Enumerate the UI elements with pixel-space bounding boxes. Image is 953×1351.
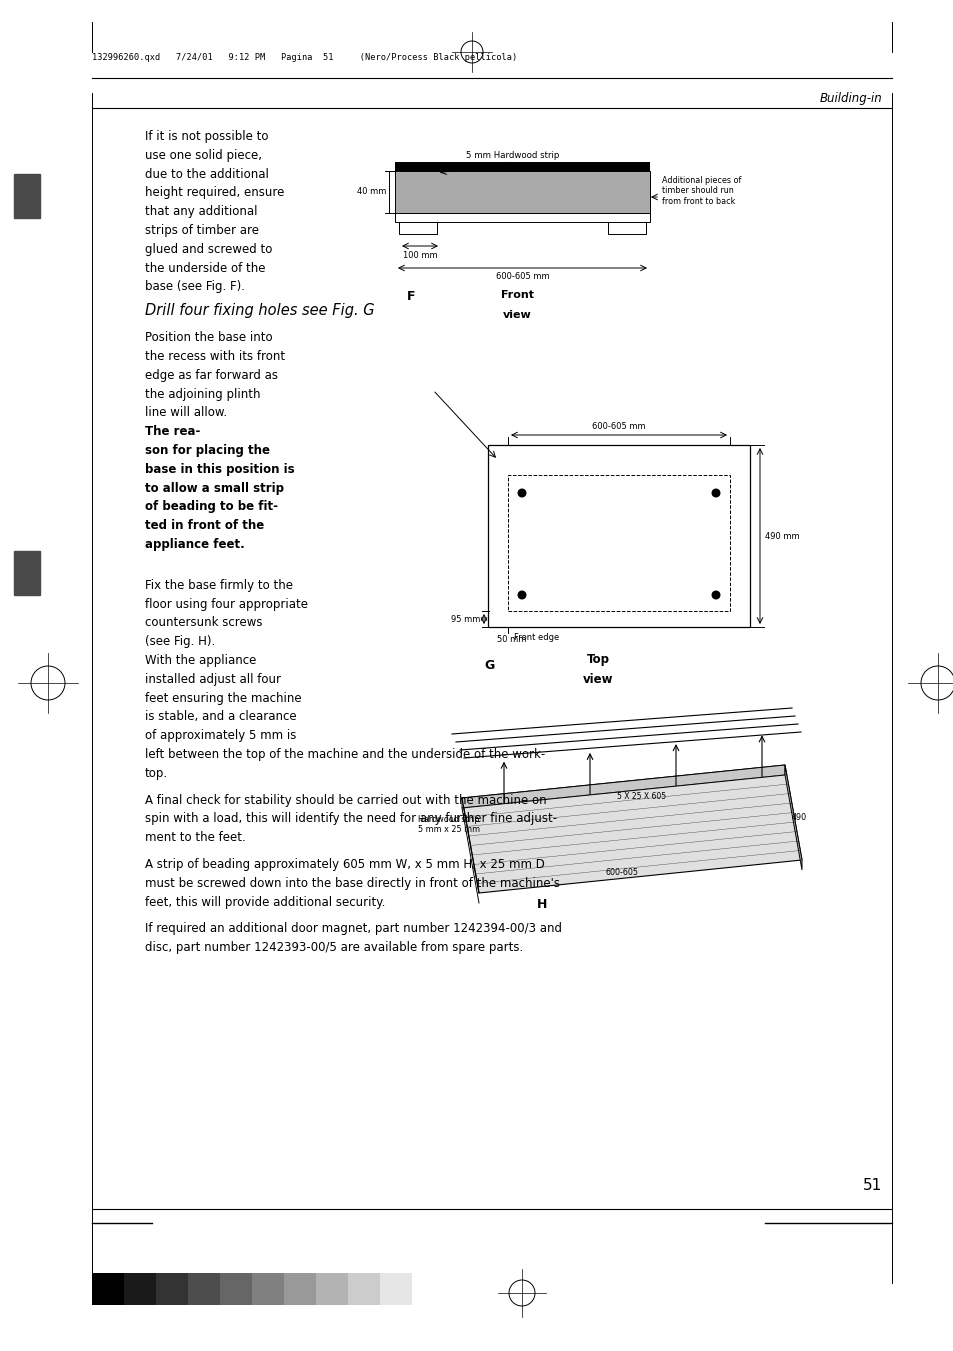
Text: spin with a load, this will identify the need for any further fine adjust-: spin with a load, this will identify the… xyxy=(145,812,557,825)
Text: 51: 51 xyxy=(862,1178,882,1193)
Text: If it is not possible to: If it is not possible to xyxy=(145,130,268,143)
Text: ment to the feet.: ment to the feet. xyxy=(145,831,246,844)
Text: use one solid piece,: use one solid piece, xyxy=(145,149,262,162)
Text: Fix the base firmly to the: Fix the base firmly to the xyxy=(145,578,293,592)
Bar xyxy=(188,1273,220,1305)
Text: strips of timber are: strips of timber are xyxy=(145,224,258,236)
Text: 490: 490 xyxy=(791,813,806,823)
Text: Position the base into: Position the base into xyxy=(145,331,273,345)
Text: base (see Fig. F).: base (see Fig. F). xyxy=(145,281,245,293)
Text: A strip of beading approximately 605 mm W, x 5 mm H, x 25 mm D: A strip of beading approximately 605 mm … xyxy=(145,858,544,871)
Text: disc, part number 1242393-00/5 are available from spare parts.: disc, part number 1242393-00/5 are avail… xyxy=(145,942,522,954)
Text: If required an additional door magnet, part number 1242394-00/3 and: If required an additional door magnet, p… xyxy=(145,923,561,935)
Text: the underside of the: the underside of the xyxy=(145,262,265,274)
Text: countersunk screws: countersunk screws xyxy=(145,616,262,630)
Circle shape xyxy=(517,592,525,598)
Text: With the appliance: With the appliance xyxy=(145,654,256,667)
Text: view: view xyxy=(502,309,531,320)
Text: height required, ensure: height required, ensure xyxy=(145,186,284,200)
Text: 5 X 25 X 605: 5 X 25 X 605 xyxy=(617,792,666,801)
Text: that any additional: that any additional xyxy=(145,205,257,219)
Text: of beading to be fit-: of beading to be fit- xyxy=(145,500,277,513)
Bar xyxy=(220,1273,252,1305)
Text: glued and screwed to: glued and screwed to xyxy=(145,243,273,255)
Bar xyxy=(379,1273,412,1305)
Bar xyxy=(607,222,645,234)
Bar xyxy=(284,1273,315,1305)
Text: is stable, and a clearance: is stable, and a clearance xyxy=(145,711,296,723)
Text: Building-in: Building-in xyxy=(819,92,882,105)
Text: (see Fig. H).: (see Fig. H). xyxy=(145,635,215,648)
Text: left between the top of the machine and the underside of the work-: left between the top of the machine and … xyxy=(145,748,545,761)
Circle shape xyxy=(517,489,525,497)
Text: feet ensuring the machine: feet ensuring the machine xyxy=(145,692,301,705)
Text: Front: Front xyxy=(500,290,534,300)
Text: 5 mm Hardwood strip: 5 mm Hardwood strip xyxy=(465,151,558,159)
Bar xyxy=(395,213,649,222)
Text: ted in front of the: ted in front of the xyxy=(145,519,264,532)
Text: base in this position is: base in this position is xyxy=(145,463,294,476)
PathPatch shape xyxy=(461,765,784,808)
Bar xyxy=(395,172,649,213)
Circle shape xyxy=(712,592,720,598)
Text: H: H xyxy=(537,898,547,911)
Text: 600-605 mm: 600-605 mm xyxy=(496,272,549,281)
Text: 132996260.qxd   7/24/01   9:12 PM   Pagina  51     (Nero/Process Black pellicola: 132996260.qxd 7/24/01 9:12 PM Pagina 51 … xyxy=(91,53,517,62)
Text: of approximately 5 mm is: of approximately 5 mm is xyxy=(145,730,296,742)
Bar xyxy=(14,551,40,594)
Text: 95 mm: 95 mm xyxy=(450,615,479,624)
Text: Front edge: Front edge xyxy=(514,634,558,642)
Text: Drill four fixing holes see Fig. G: Drill four fixing holes see Fig. G xyxy=(145,303,375,319)
Text: 490 mm: 490 mm xyxy=(764,531,799,540)
Text: view: view xyxy=(582,673,613,686)
Text: due to the additional: due to the additional xyxy=(145,168,269,181)
Text: 600-605 mm: 600-605 mm xyxy=(592,422,645,431)
Text: the recess with its front: the recess with its front xyxy=(145,350,285,363)
Text: must be screwed down into the base directly in front of the machine's: must be screwed down into the base direc… xyxy=(145,877,559,890)
Text: F: F xyxy=(407,290,416,303)
Bar xyxy=(124,1273,156,1305)
Text: appliance feet.: appliance feet. xyxy=(145,538,245,551)
Text: A final check for stability should be carried out with the machine on: A final check for stability should be ca… xyxy=(145,793,546,807)
Text: son for placing the: son for placing the xyxy=(145,444,270,457)
PathPatch shape xyxy=(784,765,801,870)
Text: Additional pieces of
timber should run
from front to back: Additional pieces of timber should run f… xyxy=(661,176,740,205)
Text: top.: top. xyxy=(145,767,168,780)
Bar xyxy=(91,1273,124,1305)
Bar xyxy=(348,1273,379,1305)
Bar xyxy=(315,1273,348,1305)
Bar xyxy=(252,1273,284,1305)
Text: floor using four appropriate: floor using four appropriate xyxy=(145,597,308,611)
Bar xyxy=(14,174,40,218)
Bar xyxy=(398,222,436,234)
Circle shape xyxy=(712,489,720,497)
Text: The rea-: The rea- xyxy=(145,426,200,438)
Text: the adjoining plinth: the adjoining plinth xyxy=(145,388,260,401)
Text: to allow a small strip: to allow a small strip xyxy=(145,481,284,494)
Bar xyxy=(507,476,729,611)
Bar xyxy=(156,1273,188,1305)
Text: Hardwood strip
5 mm x 25 mm: Hardwood strip 5 mm x 25 mm xyxy=(417,815,479,835)
Text: 40 mm: 40 mm xyxy=(356,188,386,196)
Text: edge as far forward as: edge as far forward as xyxy=(145,369,277,382)
Text: 600-605: 600-605 xyxy=(605,867,638,877)
Text: Top: Top xyxy=(586,653,609,666)
Text: 50 mm: 50 mm xyxy=(497,635,526,644)
Bar xyxy=(488,444,749,627)
Text: installed adjust all four: installed adjust all four xyxy=(145,673,281,686)
Bar xyxy=(395,162,649,172)
Text: G: G xyxy=(483,659,494,671)
Text: feet, this will provide additional security.: feet, this will provide additional secur… xyxy=(145,896,385,909)
PathPatch shape xyxy=(461,765,801,893)
Text: line will allow.: line will allow. xyxy=(145,407,231,419)
Text: 100 mm: 100 mm xyxy=(402,251,436,259)
